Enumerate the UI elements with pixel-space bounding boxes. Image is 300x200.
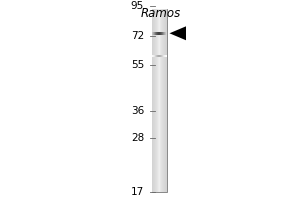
Text: 55: 55	[131, 60, 144, 70]
Text: 95: 95	[131, 1, 144, 11]
Text: 17: 17	[131, 187, 144, 197]
Text: 36: 36	[131, 106, 144, 116]
Text: 28: 28	[131, 133, 144, 143]
Polygon shape	[169, 26, 186, 40]
Text: 72: 72	[131, 31, 144, 41]
Bar	[152, 9, 166, 192]
Text: Ramos: Ramos	[140, 7, 181, 20]
